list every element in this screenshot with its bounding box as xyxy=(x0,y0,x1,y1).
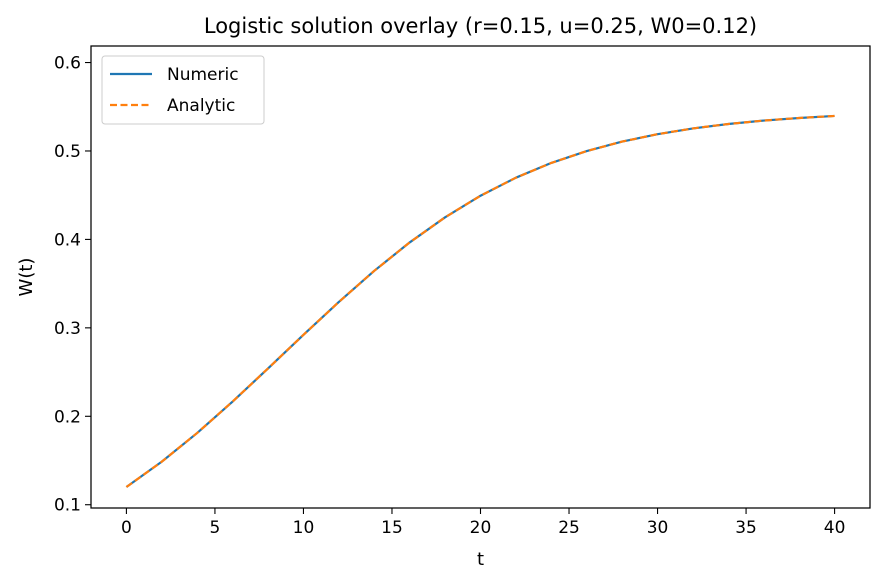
legend-label-1: Analytic xyxy=(167,96,235,116)
plot-lines xyxy=(125,114,835,488)
y-tick-label-2: 0.3 xyxy=(54,319,81,339)
x-tick-label-8: 40 xyxy=(824,518,846,538)
y-axis: 0.1 0.2 0.3 0.4 0.5 0.6 xyxy=(54,54,91,516)
x-tick-label-0: 0 xyxy=(121,518,132,538)
x-tick-label-3: 15 xyxy=(381,518,403,538)
x-tick-label-7: 35 xyxy=(735,518,757,538)
y-tick-label-3: 0.4 xyxy=(54,230,81,250)
series-line-1 xyxy=(125,114,835,488)
y-tick-label-0: 0.1 xyxy=(54,496,81,516)
x-tick-label-5: 25 xyxy=(558,518,580,538)
y-tick-label-1: 0.2 xyxy=(54,407,81,427)
x-tick-label-4: 20 xyxy=(470,518,492,538)
x-tick-label-1: 5 xyxy=(210,518,221,538)
x-axis: 0 5 10 15 20 25 30 35 40 xyxy=(121,508,845,538)
x-axis-label: t xyxy=(477,549,484,570)
x-tick-label-2: 10 xyxy=(293,518,315,538)
legend-label-0: Numeric xyxy=(167,65,239,85)
y-tick-label-5: 0.6 xyxy=(54,54,81,74)
y-axis-label: W(t) xyxy=(16,258,37,297)
y-tick-label-4: 0.5 xyxy=(54,142,81,162)
legend: Numeric Analytic xyxy=(101,55,265,125)
x-tick-label-6: 30 xyxy=(647,518,669,538)
chart-title: Logistic solution overlay (r=0.15, u=0.2… xyxy=(204,14,757,38)
